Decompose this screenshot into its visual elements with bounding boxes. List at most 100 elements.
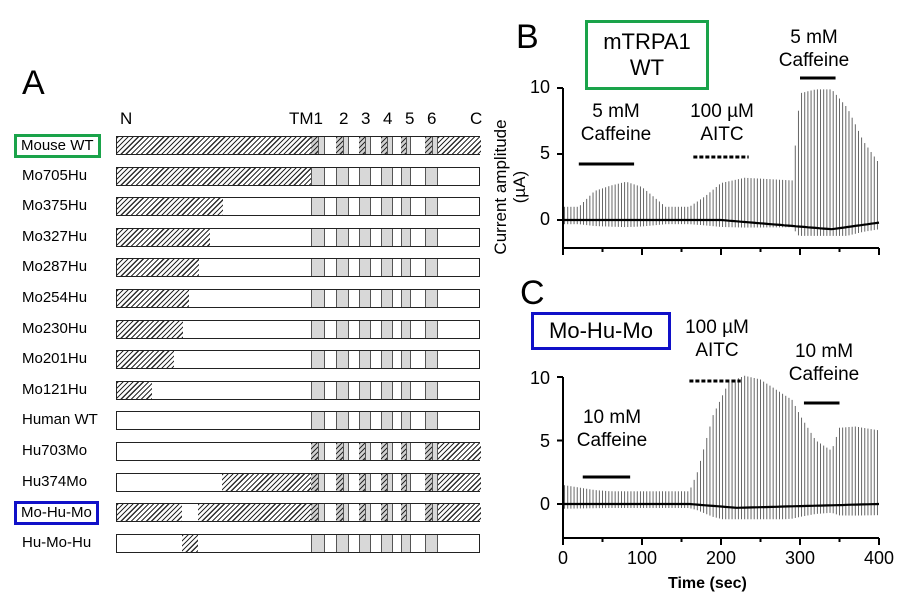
- c-term-mouse-segment: [438, 137, 481, 154]
- mouse-segment: [117, 259, 199, 277]
- tm-segment-mouse: [336, 443, 343, 460]
- tm-segment-mouse: [359, 443, 365, 460]
- tm-segment-mouse: [359, 473, 365, 491]
- construct-label: Mo230Hu: [22, 319, 88, 337]
- tm-segment-mouse: [401, 473, 406, 491]
- tm-segment-mouse: [425, 137, 432, 154]
- tm-segment: [401, 381, 411, 399]
- tm-segment: [431, 443, 438, 460]
- c-ytick-10: 10: [529, 368, 550, 388]
- c-ann3-line1: 10 mM: [794, 341, 854, 362]
- tm-segment: [318, 473, 325, 491]
- tm-segment: [401, 290, 411, 307]
- tm-segment: [406, 137, 411, 154]
- construct-bar: [116, 442, 481, 461]
- mouse-segment: [117, 228, 210, 246]
- c-xtick-400: 400: [863, 548, 895, 568]
- b-ann3-line2: Caffeine: [778, 50, 850, 71]
- c-xlabel: Time (sec): [668, 575, 747, 592]
- tm-segment-mouse: [311, 504, 318, 522]
- tm-segment: [342, 504, 349, 522]
- tm-segment: [406, 473, 411, 491]
- tm-segment: [425, 320, 438, 338]
- tm-segment: [311, 381, 325, 399]
- construct-bar: [116, 289, 480, 308]
- tm-segment: [336, 320, 349, 338]
- tm-segment: [359, 534, 371, 552]
- b-ann1-line2: Caffeine: [580, 124, 652, 145]
- header-c: C: [470, 109, 483, 128]
- tm-segment: [359, 167, 371, 185]
- tm-segment: [401, 228, 411, 246]
- c-annotation-caffeine-2: 10 mM Caffeine: [776, 340, 872, 386]
- header-tm5: 5: [405, 109, 415, 128]
- tm-segment: [311, 290, 325, 307]
- c-ann1-line1: 10 mM: [582, 407, 642, 428]
- mouse-segment: [117, 137, 311, 154]
- tm-segment: [381, 228, 393, 246]
- tm-segment: [311, 259, 325, 277]
- mouse-segment: [222, 473, 311, 491]
- c-ann2-line1: 100 µM: [685, 317, 749, 338]
- b-ann3-line1: 5 mM: [790, 27, 838, 48]
- tm-segment-mouse: [336, 473, 343, 491]
- construct-bar: [116, 319, 480, 339]
- mouse-segment: [182, 534, 198, 552]
- tm-segment: [336, 259, 349, 277]
- c-ann1-line2: Caffeine: [576, 430, 648, 451]
- tm-segment: [401, 534, 411, 552]
- tm-segment: [387, 504, 393, 522]
- tm-segment: [359, 412, 371, 430]
- tm-segment-mouse: [401, 504, 406, 522]
- tm-segment-mouse: [359, 137, 365, 154]
- tm-segment: [311, 351, 325, 369]
- tm-segment-mouse: [401, 443, 406, 460]
- c-term-mouse-segment: [438, 443, 481, 460]
- b-ytick-5: 5: [539, 143, 550, 163]
- c-ytick-0: 0: [539, 494, 550, 514]
- tm-segment: [381, 198, 393, 216]
- tm-segment: [311, 228, 325, 246]
- header-tm1: TM1: [289, 109, 323, 128]
- header-n: N: [120, 109, 133, 128]
- tm-segment: [401, 351, 411, 369]
- tm-segment: [425, 381, 438, 399]
- c-xtick-0: 0: [557, 548, 568, 568]
- tm-segment: [406, 443, 411, 460]
- tm-segment-mouse: [425, 504, 432, 522]
- tm-segment: [318, 504, 325, 522]
- tm-segment: [381, 167, 393, 185]
- tm-segment: [336, 198, 349, 216]
- tm-segment: [359, 320, 371, 338]
- b-annotation-caffeine-1: 5 mM Caffeine: [570, 100, 662, 146]
- mouse-segment: [117, 198, 223, 216]
- c-ytick-5: 5: [539, 431, 550, 451]
- tm-segment-mouse: [381, 504, 387, 522]
- tm-segment: [381, 412, 393, 430]
- tm-segment: [359, 290, 371, 307]
- tm-segment: [425, 167, 438, 185]
- construct-bar: [116, 258, 480, 278]
- tm-segment: [336, 534, 349, 552]
- tm-segment: [401, 320, 411, 338]
- mouse-segment: [117, 167, 311, 185]
- construct-bar: [116, 350, 480, 370]
- tm-segment: [401, 412, 411, 430]
- tm-segment: [425, 534, 438, 552]
- tm-segment: [406, 504, 411, 522]
- c-term-mouse-segment: [438, 504, 481, 522]
- construct-label: Mo375Hu: [22, 197, 88, 215]
- c-xtick-100: 100: [626, 548, 658, 568]
- tm-segment: [336, 351, 349, 369]
- tm-segment: [311, 320, 325, 338]
- tm-segment: [359, 381, 371, 399]
- tm-segment: [336, 228, 349, 246]
- construct-label: Mouse WT: [14, 134, 101, 158]
- c-xtick-300: 300: [784, 548, 816, 568]
- tm-segment: [425, 351, 438, 369]
- tm-segment: [431, 473, 438, 491]
- construct-label: Hu-Mo-Hu: [22, 533, 92, 551]
- tm-segment: [365, 137, 371, 154]
- baseline-trace: [563, 502, 880, 509]
